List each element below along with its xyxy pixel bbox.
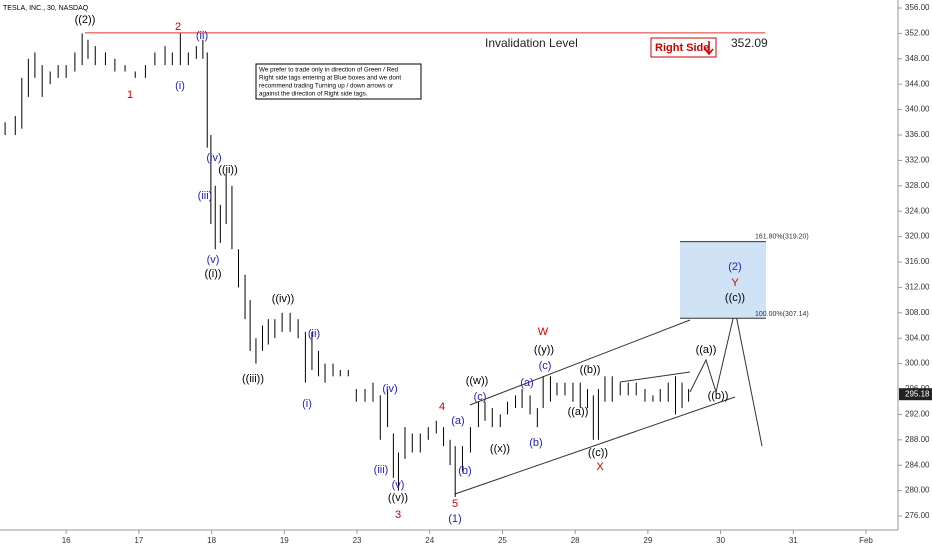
y-tick-label: 280.00 — [905, 486, 930, 495]
x-tick-label: Feb — [859, 536, 873, 545]
wave-label: ((b)) — [708, 390, 729, 402]
wave-label: (c) — [474, 391, 487, 403]
y-tick-label: 300.00 — [905, 359, 930, 368]
wave-label: (iv) — [382, 383, 397, 395]
wave-label: 4 — [439, 401, 445, 413]
x-tick-label: 30 — [716, 536, 725, 545]
x-tick-label: 18 — [207, 536, 216, 545]
price-tag — [899, 388, 932, 401]
wave-label: (1) — [448, 513, 461, 525]
fib-label: 161.80%(319.20) — [755, 234, 809, 241]
note-line: We prefer to trade only in direction of … — [259, 67, 399, 74]
wave-label: (a) — [520, 377, 533, 389]
wave-label: 1 — [127, 89, 133, 101]
lower-channel — [454, 396, 736, 495]
wave-label: (iii) — [198, 190, 213, 202]
y-tick-label: 292.00 — [905, 410, 930, 419]
wave-label: ((c)) — [725, 292, 745, 304]
fib-box — [680, 241, 766, 319]
wave-label: (i) — [302, 398, 312, 410]
x-tick-label: 25 — [498, 536, 507, 545]
right-side-arrow — [704, 41, 714, 56]
y-tick-label: 332.00 — [905, 156, 930, 165]
y-tick-label: 276.00 — [905, 511, 930, 520]
y-tick-label: 336.00 — [905, 130, 930, 139]
y-tick-label: 316.00 — [905, 257, 930, 266]
wave-label: (a) — [451, 415, 464, 427]
x-tick-label: 19 — [280, 536, 289, 545]
wave-label: ((iv)) — [272, 293, 295, 305]
wave-label: (b) — [529, 437, 542, 449]
triangle-line — [619, 371, 691, 383]
wave-label: ((iii)) — [242, 373, 264, 385]
price-tag-label: 295.18 — [905, 389, 930, 398]
note-line: recommend trading Turning up / down arro… — [259, 83, 393, 90]
wave-label: ((b)) — [580, 364, 601, 376]
wave-label: ((a)) — [568, 406, 589, 418]
wave-label: ((c)) — [588, 447, 608, 459]
wave-label: X — [596, 461, 604, 473]
x-tick-label: 23 — [353, 536, 362, 545]
x-tick-label: 31 — [789, 536, 798, 545]
wave-label: (iii) — [374, 464, 389, 476]
wave-label: (v) — [392, 479, 405, 491]
wave-label: (b) — [458, 465, 471, 477]
note-box — [255, 63, 422, 100]
wave-label: 3 — [395, 509, 401, 521]
y-tick-label: 328.00 — [905, 181, 930, 190]
wave-label: (ii) — [196, 30, 208, 42]
wave-label: (2) — [728, 261, 741, 273]
y-tick-label: 312.00 — [905, 283, 930, 292]
wave-label: (c) — [539, 360, 552, 372]
x-tick-label: 17 — [134, 536, 143, 545]
x-tick-label: 24 — [425, 536, 434, 545]
wave-label: ((ii)) — [218, 164, 238, 176]
right-side-label: Right Side — [655, 42, 709, 54]
wave-label: ((w)) — [466, 375, 489, 387]
wave-label: ((v)) — [388, 492, 408, 504]
note-line: Right side tags entering at Blue boxes a… — [259, 75, 401, 82]
wave-label: ((i)) — [204, 268, 221, 280]
y-tick-label: 340.00 — [905, 105, 930, 114]
fib-label: 100.00%(307.14) — [755, 311, 809, 318]
upper-channel — [469, 319, 691, 406]
y-tick-label: 324.00 — [905, 206, 930, 215]
y-tick-label: 344.00 — [905, 79, 930, 88]
wave-label: (iv) — [206, 152, 221, 164]
wave-label: ((y)) — [534, 344, 554, 356]
x-tick-label: 29 — [643, 536, 652, 545]
note-line: against the direction of Right side tags… — [259, 91, 368, 98]
wave-label: (v) — [207, 254, 220, 266]
wave-label: (ii) — [308, 328, 320, 340]
y-tick-label: 308.00 — [905, 308, 930, 317]
y-tick-label: 352.00 — [905, 29, 930, 38]
projection-path — [689, 309, 763, 447]
y-tick-label: 356.00 — [905, 3, 930, 12]
trendlines — [454, 309, 763, 495]
chart-title: TESLA, INC., 30, NASDAQ — [3, 5, 89, 12]
wave-label: (i) — [175, 80, 185, 92]
wave-label: 5 — [452, 498, 458, 510]
wave-label: ((2)) — [75, 14, 96, 26]
y-tick-label: 288.00 — [905, 435, 930, 444]
wave-label: Y — [731, 277, 739, 289]
y-tick-label: 320.00 — [905, 232, 930, 241]
x-tick-label: 28 — [571, 536, 580, 545]
invalidation-label: Invalidation Level — [485, 36, 578, 50]
wave-label: ((x)) — [490, 443, 510, 455]
wave-label: ((a)) — [696, 344, 717, 356]
y-tick-label: 348.00 — [905, 54, 930, 63]
wave-label: 2 — [175, 21, 181, 33]
wave-label: W — [538, 326, 549, 338]
y-tick-label: 284.00 — [905, 460, 930, 469]
y-tick-label: 304.00 — [905, 333, 930, 342]
invalidation-value: 352.09 — [731, 36, 768, 50]
x-tick-label: 16 — [62, 536, 71, 545]
right-side-box — [650, 37, 717, 58]
